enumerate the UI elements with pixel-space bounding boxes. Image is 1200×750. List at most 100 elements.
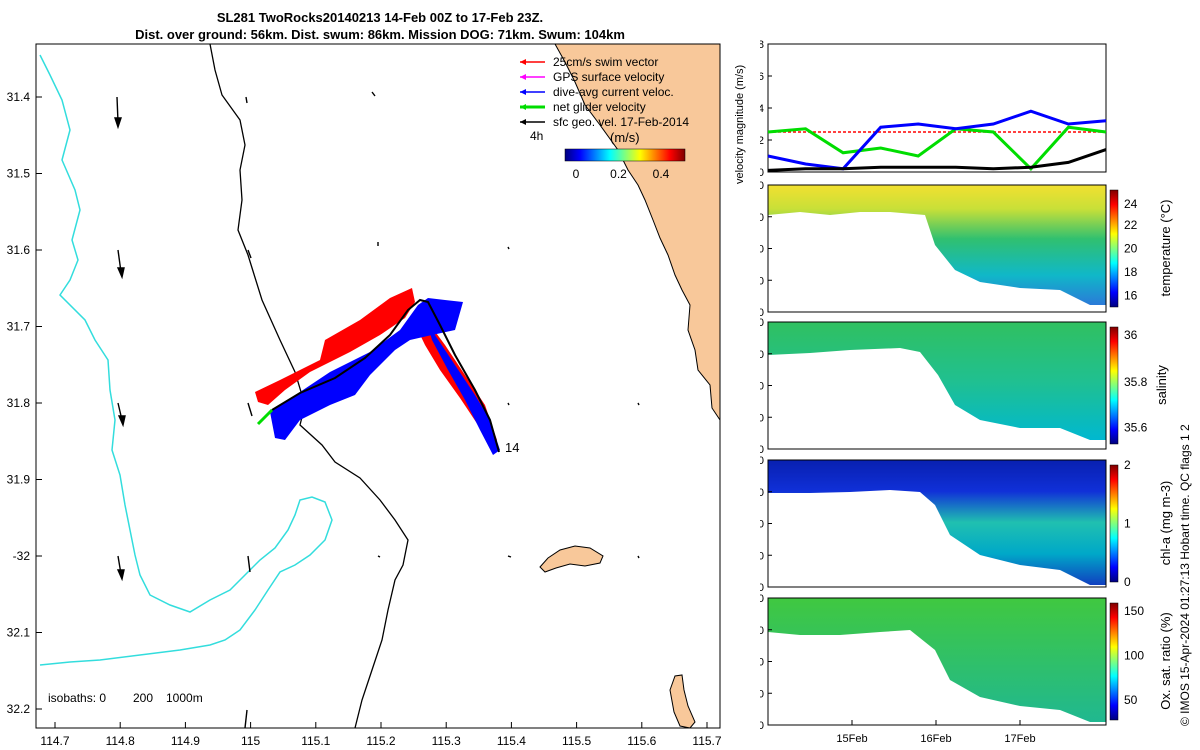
isobath-1000-label: 1000m — [166, 691, 203, 705]
section-colorbar-tick: 2 — [1124, 458, 1131, 472]
section-colorbar — [1109, 326, 1119, 445]
depth-tick: 150 — [760, 688, 764, 700]
velocity-y-tick: 0.6 — [760, 71, 764, 83]
time-series-panels: 00.20.40.60.8 Depth (m)050100150200Depth… — [760, 39, 1173, 745]
depth-tick: 0 — [760, 593, 764, 605]
isobaths-label: isobaths: 0 — [48, 691, 106, 705]
depth-tick: 100 — [760, 519, 764, 531]
legend-entry: net glider velocity — [553, 100, 646, 114]
map-x-tick: 115.5 — [562, 734, 591, 748]
depth-tick: 200 — [760, 307, 764, 319]
map-y-tick: 31.4 — [7, 90, 31, 104]
section-colorbar — [1109, 189, 1119, 308]
depth-tick: 50 — [760, 487, 764, 499]
map-y-tick: -32 — [13, 549, 31, 563]
legend-entry: sfc geo. vel. 17-Feb-2014 — [553, 115, 689, 129]
time-tick: 15Feb — [836, 733, 867, 745]
section-colorbar-label: Ox. sat. ratio (%) — [1158, 612, 1173, 710]
section-colorbar-tick: 0 — [1124, 575, 1131, 589]
legend-entry: 25cm/s swim vector — [553, 55, 658, 69]
colorbar-tick: 0 — [573, 167, 580, 181]
current-vectors-blue-south — [425, 315, 500, 455]
section-colorbar-tick: 20 — [1124, 242, 1138, 256]
map-y-tick: 32.2 — [7, 702, 31, 716]
section-colorbar — [1109, 464, 1119, 583]
chlorophyll-section — [767, 459, 1107, 588]
map-x-tick: 114.9 — [171, 734, 200, 748]
map-x-tick: 115.7 — [692, 734, 721, 748]
map-y-tick: 31.7 — [7, 320, 31, 334]
glider-track — [271, 298, 500, 453]
section-colorbar-tick: 1 — [1124, 517, 1131, 531]
glider-track-map: 114.7 114.8 114.9 115 115.1 115.2 115.3 115.4 11… — [7, 43, 722, 748]
geostrophic-velocity-arrows — [114, 91, 640, 728]
velocity-series-line — [767, 148, 1107, 172]
land-garden-island — [669, 674, 696, 728]
velocity-y-tick: 0.8 — [760, 39, 764, 51]
section-colorbar-label: temperature (°C) — [1158, 200, 1173, 297]
map-x-tick: 114.7 — [40, 734, 69, 748]
velocity-series-line — [767, 109, 1107, 171]
depth-tick: 50 — [760, 212, 764, 224]
time-tick: 17Feb — [1004, 733, 1035, 745]
depth-tick: 0 — [760, 317, 764, 329]
time-tick: 16Feb — [920, 733, 951, 745]
map-y-tick: 31.5 — [7, 167, 31, 181]
map-y-tick: 32.1 — [7, 626, 31, 640]
map-x-tick: 115.4 — [497, 734, 526, 748]
section-colorbar-tick: 35.6 — [1124, 421, 1148, 435]
oxygen-section — [767, 597, 1107, 726]
depth-tick: 100 — [760, 381, 764, 393]
colorbar-label: (m/s) — [610, 130, 640, 145]
section-colorbar-tick: 50 — [1124, 693, 1138, 707]
section-colorbar-label: salinity — [1154, 365, 1169, 405]
section-colorbar-tick: 18 — [1124, 265, 1138, 279]
section-colorbar-tick: 100 — [1124, 649, 1144, 663]
map-x-tick: 115.2 — [366, 734, 395, 748]
depth-tick: 100 — [760, 657, 764, 669]
section-colorbar-tick: 22 — [1124, 218, 1138, 232]
section-colorbar — [1109, 602, 1119, 721]
depth-tick: 200 — [760, 582, 764, 594]
velocity-y-tick: 0 — [760, 167, 764, 179]
map-y-tick: 31.9 — [7, 473, 31, 487]
chart-title-line1: SL281 TwoRocks20140213 14-Feb 00Z to 17-… — [216, 10, 544, 25]
salinity-section — [767, 321, 1107, 450]
footer-credit: © IMOS 15-Apr-2024 01:27:13 Hobart time.… — [1178, 424, 1192, 726]
section-colorbar-label: chl-a (mg m-3) — [1158, 481, 1173, 566]
land-rottnest-island — [539, 545, 604, 573]
swim-vectors-red — [255, 288, 415, 405]
temperature-section — [767, 184, 1107, 313]
net-glider-velocity-arrow — [256, 408, 274, 426]
legend-entry: dive-avg current veloc. — [553, 85, 674, 99]
section-colorbar-tick: 150 — [1124, 604, 1144, 618]
depth-tick: 150 — [760, 275, 764, 287]
depth-tick: 50 — [760, 349, 764, 361]
map-x-tick: 115.1 — [301, 734, 330, 748]
colorbar-tick: 0.2 — [610, 167, 627, 181]
time-scale-label: 4h — [530, 129, 543, 143]
isobath-200-label: 200 — [133, 691, 153, 705]
map-y-tick: 31.6 — [7, 243, 31, 257]
map-x-tick: 115.6 — [627, 734, 656, 748]
depth-tick: 150 — [760, 412, 764, 424]
section-colorbar-tick: 35.8 — [1124, 375, 1148, 389]
depth-tick: 0 — [760, 180, 764, 192]
legend-entry: GPS surface velocity — [553, 70, 664, 84]
section-colorbar-tick: 36 — [1124, 328, 1138, 342]
track-end-label: 14 — [505, 440, 519, 455]
current-vectors-blue — [270, 298, 463, 440]
velocity-y-tick: 0.4 — [760, 103, 764, 115]
section-colorbar-tick: 16 — [1124, 288, 1138, 302]
depth-tick: 150 — [760, 550, 764, 562]
section-colorbar-tick: 24 — [1124, 197, 1138, 211]
map-x-tick: 115.3 — [432, 734, 461, 748]
land-mainland — [554, 44, 720, 421]
isobath-1000m — [39, 54, 333, 666]
speed-colorbar — [564, 148, 686, 162]
velocity-ylabel: velocity magnitude (m/s) — [734, 64, 746, 184]
isobath-200m — [209, 44, 409, 728]
chart-title-line2: Dist. over ground: 56km. Dist. swum: 86k… — [135, 27, 625, 42]
depth-tick: 100 — [760, 244, 764, 256]
velocity-series-line — [767, 125, 1107, 171]
